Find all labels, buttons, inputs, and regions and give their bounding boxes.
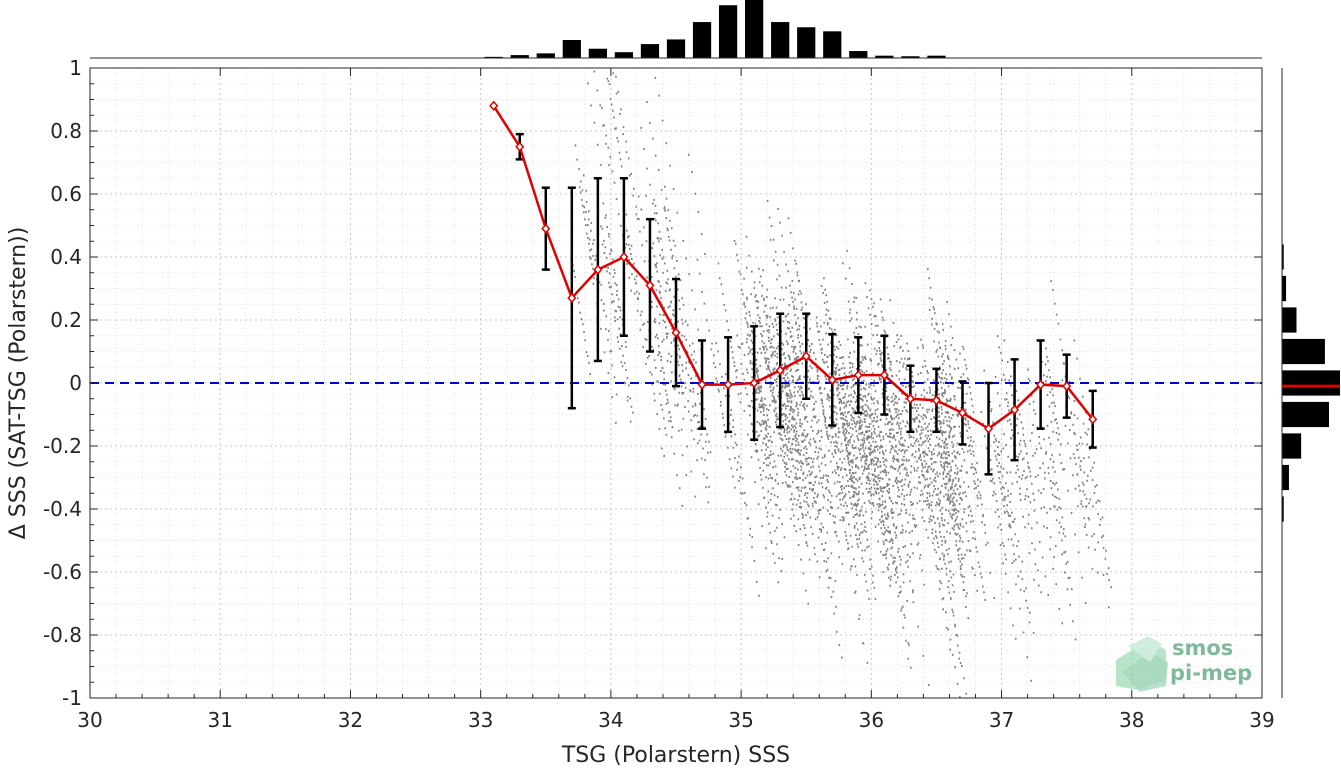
top-histogram-bar — [875, 55, 894, 58]
x-tick-label: 38 — [1119, 708, 1144, 732]
top-histogram-bar — [771, 22, 790, 58]
top-histogram-bar — [562, 40, 581, 58]
top-histogram-bar — [666, 39, 686, 58]
x-tick-label: 36 — [859, 708, 884, 732]
mean-point-marker — [541, 223, 551, 234]
grid — [89, 67, 1263, 699]
x-tick-label: 32 — [338, 708, 363, 732]
y-tick-label: 0 — [69, 371, 82, 395]
logo-text-smos: smos — [1172, 636, 1233, 660]
y-tick-label: 0.8 — [50, 119, 82, 143]
y-tick-label: -0.2 — [43, 434, 82, 458]
y-tick-label: 1 — [69, 56, 82, 80]
mean-point-marker — [645, 280, 655, 291]
y-tick-label: -1 — [62, 686, 82, 710]
mean-series-markers — [489, 100, 1098, 434]
plot-area: 30 31 32 33 34 35 36 37 38 39 1 0.8 0.6 0.4 0.2 0 -0.2 -… — [43, 56, 1275, 732]
mean-point-marker — [905, 393, 915, 404]
mean-point-marker — [567, 292, 577, 304]
top-histogram-bar — [849, 51, 868, 58]
top-histogram-bar — [718, 5, 738, 58]
top-histogram-bar — [797, 27, 816, 58]
right-histogram-bar — [1282, 433, 1302, 459]
x-tick-label: 39 — [1249, 708, 1274, 732]
mean-point-marker — [489, 100, 499, 111]
top-histogram-bar — [901, 56, 920, 58]
top-histogram-bar — [823, 31, 842, 58]
mean-point-marker — [749, 377, 759, 389]
y-tick-label: -0.6 — [43, 560, 82, 584]
right-histogram-bar — [1282, 244, 1284, 270]
x-tick-labels: 30 31 32 33 34 35 36 37 38 39 — [77, 708, 1274, 732]
x-tick-label: 35 — [728, 708, 753, 732]
mean-point-marker — [1062, 381, 1072, 392]
mean-point-marker — [1088, 414, 1098, 425]
mean-point-marker — [593, 264, 603, 275]
y-tick-label: 0.4 — [50, 245, 82, 269]
mean-point-marker — [775, 365, 785, 376]
right-histogram-bar — [1282, 401, 1329, 428]
mean-point-marker — [723, 379, 733, 390]
top-histogram-bar — [692, 22, 712, 58]
axis-ticks — [89, 67, 1263, 699]
top-histogram-bar — [745, 0, 764, 58]
logo-text-pimep: pi-mep — [1170, 661, 1252, 685]
top-histogram-bar — [614, 52, 634, 58]
x-tick-label: 37 — [989, 708, 1014, 732]
mean-point-marker — [515, 141, 525, 152]
top-histogram-bar — [640, 44, 660, 58]
logo-wave-icon — [1116, 636, 1168, 692]
right-histogram-bar — [1282, 464, 1289, 491]
mean-point-marker — [697, 379, 707, 390]
top-histogram-bar — [927, 55, 946, 58]
y-tick-label: -0.4 — [43, 497, 82, 521]
mean-point-marker — [1010, 404, 1020, 415]
right-histogram-bar — [1282, 370, 1340, 396]
top-histogram-bar — [588, 48, 607, 58]
y-tick-label: -0.8 — [43, 623, 82, 647]
mean-point-marker — [957, 407, 967, 419]
top-histogram-bar — [484, 56, 503, 58]
y-tick-label: 0.2 — [50, 308, 82, 332]
x-axis-label: TSG (Polarstern) SSS — [561, 743, 790, 768]
right-histogram — [1281, 68, 1340, 698]
x-tick-label: 31 — [207, 708, 232, 732]
x-tick-label: 34 — [598, 708, 623, 732]
right-histogram-bar — [1282, 275, 1287, 302]
x-tick-label: 33 — [468, 708, 493, 732]
top-histogram — [90, 0, 1262, 59]
top-histogram-bar — [510, 55, 529, 58]
mean-point-marker — [801, 351, 811, 362]
mean-point-marker — [853, 369, 863, 381]
mean-point-marker — [619, 251, 629, 263]
y-axis-label: Δ SSS (SAT-TSG (Polarstern)) — [6, 227, 31, 540]
mean-point-marker — [827, 374, 837, 385]
y-tick-label: 0.6 — [50, 182, 82, 206]
mean-point-marker — [984, 423, 994, 434]
right-histogram-bar — [1282, 496, 1284, 522]
mean-point-marker — [671, 327, 681, 338]
right-histogram-bar — [1282, 307, 1297, 333]
top-histogram-bar — [536, 53, 555, 58]
x-tick-label: 30 — [77, 708, 102, 732]
right-histogram-bar — [1282, 338, 1325, 365]
mean-series-line — [492, 105, 1094, 431]
mean-point-marker — [1036, 379, 1046, 390]
mean-point-marker — [879, 369, 889, 381]
y-tick-labels: 1 0.8 0.6 0.4 0.2 0 -0.2 -0.4 -0.6 -0.8 -1 — [43, 56, 82, 710]
mean-point-marker — [931, 395, 941, 406]
smos-pimep-logo: smos pi-mep — [1116, 636, 1252, 692]
